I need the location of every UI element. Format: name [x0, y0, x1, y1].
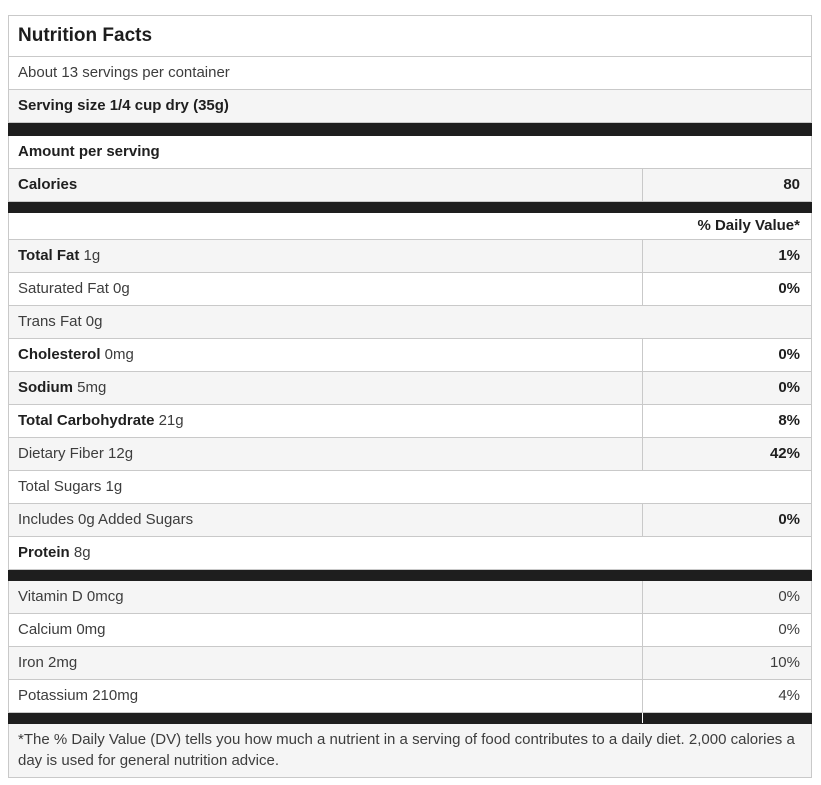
- table-row-amount-per-serving: Amount per serving: [8, 135, 812, 169]
- daily-value-header: % Daily Value*: [8, 212, 812, 240]
- nutrient-amount: Saturated Fat 0g: [18, 280, 130, 297]
- table-row-calcium: Calcium 0mg 0%: [7, 613, 812, 647]
- table-row-trans-fat: Trans Fat 0g: [8, 305, 812, 339]
- servings-per-container: About 13 servings per container: [8, 56, 812, 90]
- nutrient-amount: Trans Fat 0g: [18, 313, 103, 330]
- nutrient-amount: 5mg: [73, 379, 107, 396]
- nutrient-dv: 8%: [642, 404, 812, 438]
- nutrient-dv: 0%: [642, 613, 812, 647]
- nutrient-dv: 10%: [642, 646, 812, 680]
- table-row-total-sugars: Total Sugars 1g: [8, 470, 812, 504]
- section-bar: [8, 569, 812, 581]
- nutrient-amount: Includes 0g Added Sugars: [18, 511, 194, 528]
- table-row-added-sugars: Includes 0g Added Sugars 0%: [7, 503, 812, 537]
- table-row-calories: Calories 80: [7, 168, 812, 202]
- nutrient-dv: 1%: [642, 239, 812, 273]
- amount-per-serving: Amount per serving: [18, 143, 160, 160]
- nutrient-amount: Vitamin D 0mcg: [18, 588, 124, 605]
- section-bar: [8, 201, 812, 213]
- table-row-total-carbohydrate: Total Carbohydrate 21g 8%: [7, 404, 812, 438]
- table-row-serving-size: Serving size 1/4 cup dry (35g): [8, 89, 812, 123]
- nutrient-amount: 21g: [154, 412, 184, 429]
- nutrient-name: Total Fat: [18, 247, 80, 264]
- nutrient-name: Sodium: [18, 379, 73, 396]
- page-title: Nutrition Facts: [8, 15, 812, 57]
- nutrient-amount: 1g: [79, 247, 101, 264]
- nutrient-dv: 4%: [642, 679, 812, 713]
- table-row-vitamin-d: Vitamin D 0mcg 0%: [7, 580, 812, 614]
- table-row-cholesterol: Cholesterol 0mg 0%: [7, 338, 812, 372]
- nutrient-name: Cholesterol: [18, 346, 101, 363]
- nutrient-amount: Iron 2mg: [18, 654, 78, 671]
- table-row-sodium: Sodium 5mg 0%: [7, 371, 812, 405]
- table-row-footnote: *The % Daily Value (DV) tells you how mu…: [8, 723, 812, 778]
- table-row-iron: Iron 2mg 10%: [7, 646, 812, 680]
- section-bar: [7, 712, 812, 724]
- calories-label: Calories: [18, 176, 78, 193]
- section-bar: [8, 122, 812, 136]
- nutrient-dv: 0%: [642, 580, 812, 614]
- calories-value: 80: [642, 168, 812, 202]
- table-row-title: Nutrition Facts: [8, 15, 812, 57]
- nutrient-amount: Total Sugars 1g: [18, 478, 123, 495]
- nutrient-amount: Calcium 0mg: [18, 621, 106, 638]
- table-row-daily-value-header: % Daily Value*: [8, 212, 812, 240]
- serving-size: Serving size 1/4 cup dry (35g): [18, 97, 229, 114]
- nutrition-facts-table: Nutrition Facts About 13 servings per co…: [7, 15, 812, 778]
- table-row-dietary-fiber: Dietary Fiber 12g 42%: [7, 437, 812, 471]
- table-row-total-fat: Total Fat 1g 1%: [7, 239, 812, 273]
- nutrient-amount: 0mg: [100, 346, 134, 363]
- nutrition-label: Nutrition Facts About 13 servings per co…: [7, 15, 812, 778]
- nutrient-name: Total Carbohydrate: [18, 412, 155, 429]
- nutrient-amount: 8g: [69, 544, 91, 561]
- table-row-saturated-fat: Saturated Fat 0g 0%: [7, 272, 812, 306]
- table-row-protein: Protein 8g: [8, 536, 812, 570]
- daily-value-footnote: *The % Daily Value (DV) tells you how mu…: [8, 723, 812, 778]
- table-row-potassium: Potassium 210mg 4%: [7, 679, 812, 713]
- nutrient-dv: 42%: [642, 437, 812, 471]
- table-row-servings: About 13 servings per container: [8, 56, 812, 90]
- nutrient-dv: 0%: [642, 371, 812, 405]
- nutrient-dv: 0%: [642, 338, 812, 372]
- nutrient-dv: 0%: [642, 503, 812, 537]
- nutrient-amount: Dietary Fiber 12g: [18, 445, 134, 462]
- nutrient-dv: 0%: [642, 272, 812, 306]
- nutrient-name: Protein: [18, 544, 70, 561]
- nutrient-amount: Potassium 210mg: [18, 687, 139, 704]
